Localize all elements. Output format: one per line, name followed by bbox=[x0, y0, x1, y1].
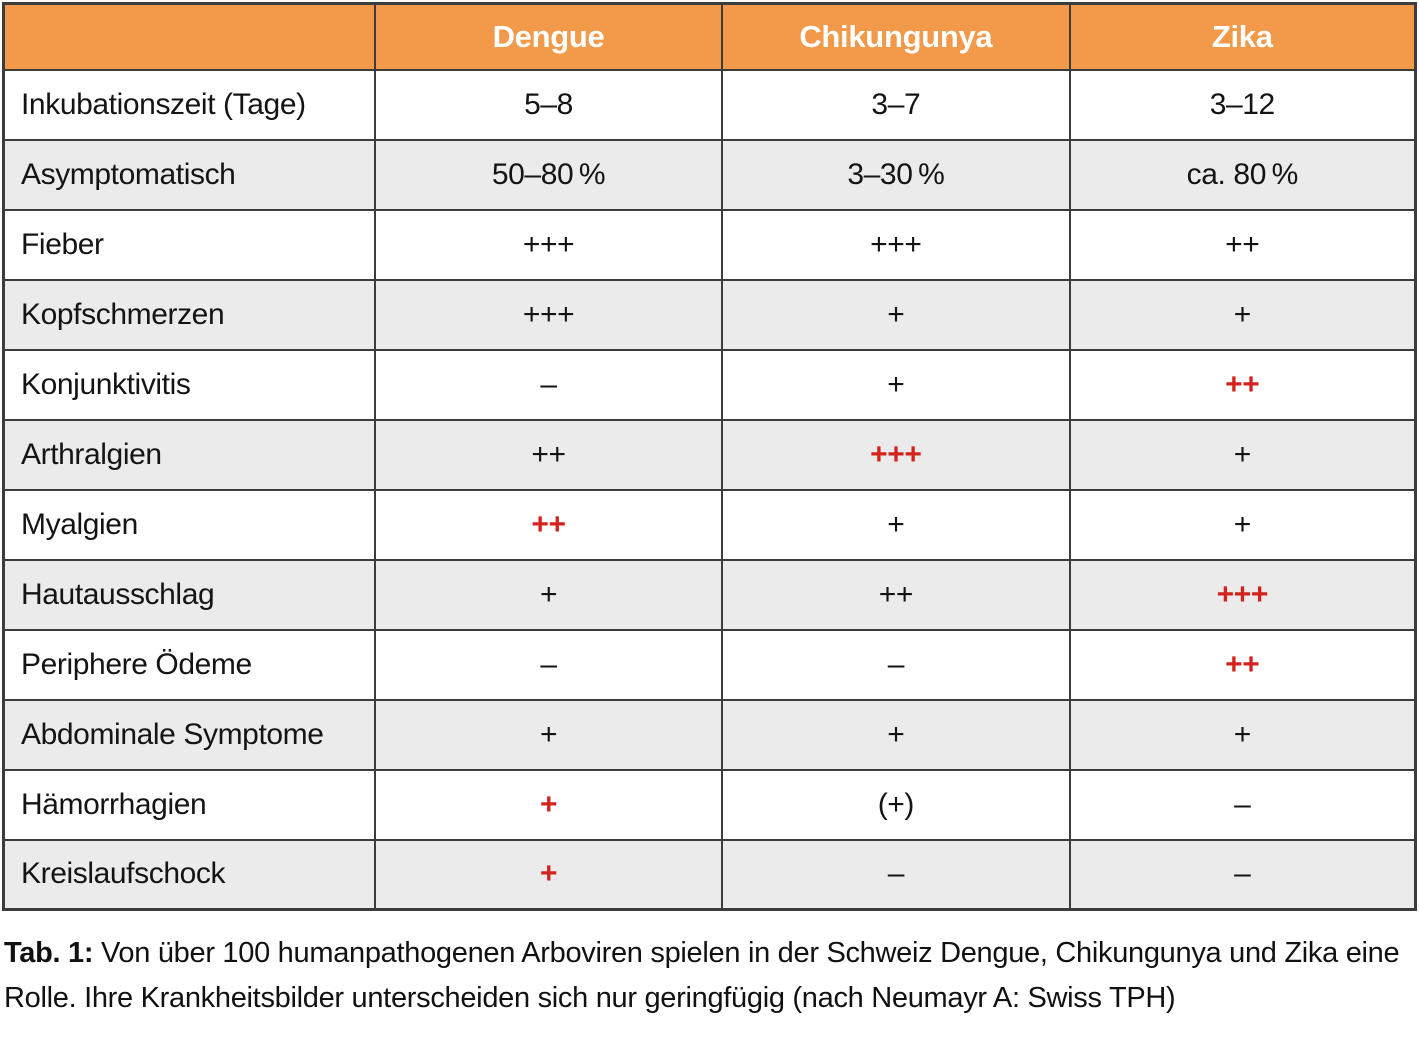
value-cell: + bbox=[721, 278, 1071, 351]
row-label: Hautausschlag bbox=[2, 558, 376, 631]
table-row: Kreislaufschock + – – bbox=[2, 838, 1417, 911]
row-label: Myalgien bbox=[2, 488, 376, 561]
value-cell: ca. 80 % bbox=[1068, 138, 1417, 211]
value-cell: + bbox=[373, 768, 724, 841]
value-cell: +++ bbox=[373, 278, 724, 351]
value-cell: – bbox=[1068, 838, 1417, 911]
table-row: Arthralgien ++ +++ + bbox=[2, 418, 1417, 491]
value-cell: (+) bbox=[721, 768, 1071, 841]
table-row: Hämorrhagien + (+) – bbox=[2, 768, 1417, 841]
value-cell: 3–30 % bbox=[721, 138, 1071, 211]
row-label: Arthralgien bbox=[2, 418, 376, 491]
header-cell-chikungunya: Chikungunya bbox=[721, 2, 1071, 71]
value-cell: + bbox=[1068, 278, 1417, 351]
table-row: Fieber +++ +++ ++ bbox=[2, 208, 1417, 281]
caption-text: Von über 100 humanpathogenen Arboviren s… bbox=[4, 937, 1400, 1014]
header-cell-empty bbox=[2, 2, 376, 71]
value-cell: + bbox=[721, 698, 1071, 771]
arbovirus-comparison-table: Dengue Chikungunya Zika Inkubationszeit … bbox=[2, 2, 1417, 911]
table-row: Kopfschmerzen +++ + + bbox=[2, 278, 1417, 351]
value-cell: ++ bbox=[1068, 628, 1417, 701]
row-label: Asymptomatisch bbox=[2, 138, 376, 211]
value-cell: ++ bbox=[721, 558, 1071, 631]
table-row: Inkubationszeit (Tage) 5–8 3–7 3–12 bbox=[2, 68, 1417, 141]
table-row: Konjunktivitis – + ++ bbox=[2, 348, 1417, 421]
value-cell: – bbox=[721, 628, 1071, 701]
table-row: Periphere Ödeme – – ++ bbox=[2, 628, 1417, 701]
value-cell: – bbox=[373, 348, 724, 421]
value-cell: + bbox=[1068, 418, 1417, 491]
value-cell: 50–80 % bbox=[373, 138, 724, 211]
header-cell-zika: Zika bbox=[1068, 2, 1417, 71]
row-label: Inkubationszeit (Tage) bbox=[2, 68, 376, 141]
row-label: Kreislaufschock bbox=[2, 838, 376, 911]
value-cell: +++ bbox=[373, 208, 724, 281]
row-label: Periphere Ödeme bbox=[2, 628, 376, 701]
value-cell: + bbox=[373, 558, 724, 631]
table-row: Hautausschlag + ++ +++ bbox=[2, 558, 1417, 631]
value-cell: +++ bbox=[1068, 558, 1417, 631]
caption-label: Tab. 1: bbox=[4, 937, 94, 969]
table-row: Abdominale Symptome + + + bbox=[2, 698, 1417, 771]
value-cell: 5–8 bbox=[373, 68, 724, 141]
table-row: Asymptomatisch 50–80 % 3–30 % ca. 80 % bbox=[2, 138, 1417, 211]
row-label: Hämorrhagien bbox=[2, 768, 376, 841]
header-cell-dengue: Dengue bbox=[373, 2, 724, 71]
value-cell: ++ bbox=[373, 418, 724, 491]
value-cell: + bbox=[721, 348, 1071, 421]
row-label: Konjunktivitis bbox=[2, 348, 376, 421]
table-caption: Tab. 1: Von über 100 humanpathogenen Arb… bbox=[2, 931, 1417, 1021]
value-cell: ++ bbox=[1068, 348, 1417, 421]
value-cell: + bbox=[1068, 698, 1417, 771]
value-cell: + bbox=[373, 838, 724, 911]
header-row: Dengue Chikungunya Zika bbox=[2, 2, 1417, 71]
value-cell: – bbox=[1068, 768, 1417, 841]
row-label: Fieber bbox=[2, 208, 376, 281]
row-label: Kopfschmerzen bbox=[2, 278, 376, 351]
value-cell: ++ bbox=[1068, 208, 1417, 281]
value-cell: 3–12 bbox=[1068, 68, 1417, 141]
row-label: Abdominale Symptome bbox=[2, 698, 376, 771]
value-cell: +++ bbox=[721, 208, 1071, 281]
value-cell: + bbox=[373, 698, 724, 771]
table-row: Myalgien ++ + + bbox=[2, 488, 1417, 561]
value-cell: + bbox=[1068, 488, 1417, 561]
table-header: Dengue Chikungunya Zika bbox=[2, 2, 1417, 71]
value-cell: ++ bbox=[373, 488, 724, 561]
value-cell: + bbox=[721, 488, 1071, 561]
value-cell: +++ bbox=[721, 418, 1071, 491]
table-body: Inkubationszeit (Tage) 5–8 3–7 3–12 Asymptom… bbox=[2, 68, 1417, 911]
value-cell: – bbox=[373, 628, 724, 701]
value-cell: 3–7 bbox=[721, 68, 1071, 141]
value-cell: – bbox=[721, 838, 1071, 911]
